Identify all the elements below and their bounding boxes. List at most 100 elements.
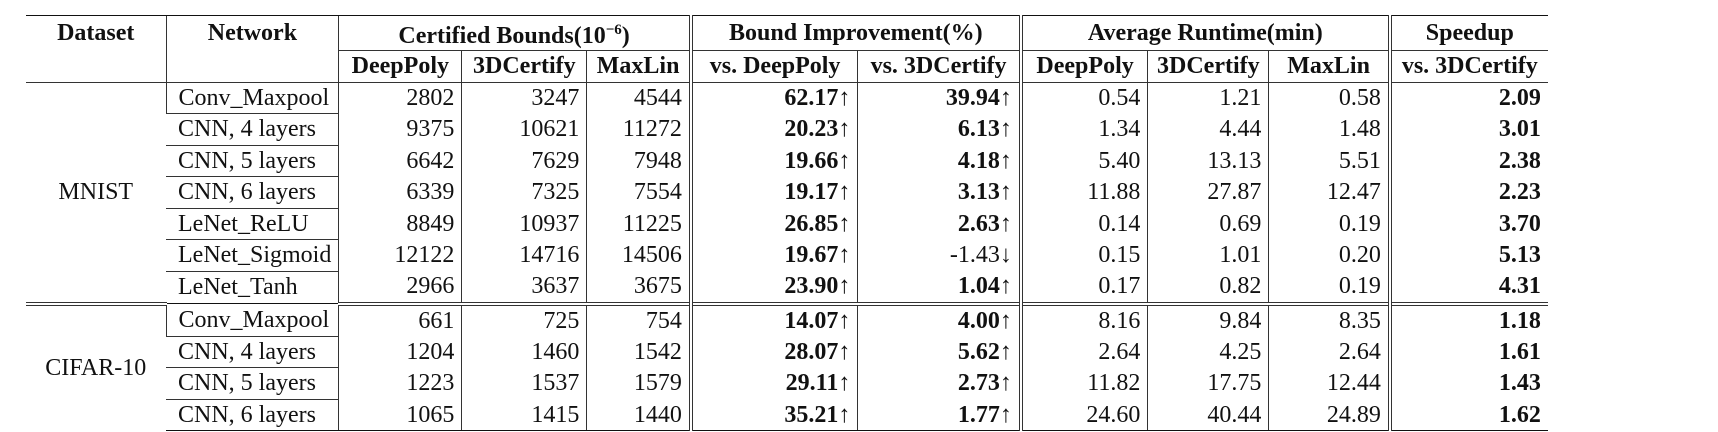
speedup-cell: 2.38 [1387,145,1548,177]
improvement-vs-3dcertify-cell-arrow: ↑ [999,85,1012,111]
improvement-vs-deeppoly-cell-value: 35.21 [784,401,839,428]
results-table-container: Dataset Network Certified Bounds(10−6) B… [26,15,1548,431]
speedup-cell: 1.43 [1387,367,1548,399]
certified-3dcertify-cell: 10621 [461,113,587,145]
runtime-deeppoly-cell: 0.17 [1018,271,1148,304]
certified-maxlin-cell: 1542 [586,336,691,368]
certified-3dcertify-cell: 725 [461,301,587,336]
network-name-cell: CNN, 5 layers [166,144,339,177]
improvement-vs-3dcertify-cell-value: 2.63 [957,210,1000,237]
runtime-maxlin-cell: 24.89 [1268,399,1390,431]
improvement-vs-deeppoly-cell-arrow: ↑ [838,85,851,111]
improvement-vs-3dcertify-cell-value: 3.13 [957,179,1000,206]
certified-3dcertify-cell: 3637 [461,271,587,304]
speedup-cell: 2.09 [1387,81,1548,114]
header-runtime-maxlin: MaxLin [1268,50,1390,83]
header-3dcertify: 3DCertify [461,50,587,83]
table-row: CNN, 6 layers 6339 7325 7554 19.17↑ 3.13↑ 11.8… [26,176,1548,208]
speedup-cell: 5.13 [1387,239,1548,271]
header-certified-bounds-close: ) [621,23,630,49]
improvement-vs-deeppoly-cell-value: 62.17 [784,85,839,111]
certified-3dcertify-cell: 1415 [461,399,587,431]
improvement-vs-deeppoly-cell-value: 19.17 [784,179,839,206]
improvement-vs-3dcertify-cell: 39.94↑ [857,81,1021,114]
header-maxlin: MaxLin [586,50,691,83]
runtime-maxlin-cell: 12.47 [1268,176,1390,208]
improvement-vs-deeppoly-cell-value: 20.23 [784,116,839,143]
improvement-vs-3dcertify-cell-value: 4.18 [957,147,1000,174]
runtime-deeppoly-cell: 11.82 [1018,367,1148,399]
network-name-cell: LeNet_Tanh [166,270,339,304]
speedup-cell: 1.62 [1387,399,1548,431]
runtime-maxlin-cell: 0.19 [1268,271,1390,304]
improvement-vs-deeppoly-cell-arrow: ↑ [838,307,851,334]
improvement-vs-3dcertify-cell: 2.63↑ [857,208,1021,240]
runtime-3dcertify-cell: 4.25 [1147,336,1269,368]
table-row: CNN, 6 layers 1065 1415 1440 35.21↑ 1.77↑ 24.6… [26,398,1548,431]
improvement-vs-3dcertify-cell-value: 1.04 [957,273,1000,300]
table-row: LeNet_ReLU 8849 10937 11225 26.85↑ 2.63↑ 0.14 0… [26,207,1548,240]
certified-maxlin-cell: 14506 [586,239,691,271]
certified-3dcertify-cell: 1460 [461,336,587,368]
table-row: CIFAR-10 Conv_Maxpool 661 725 754 14.07↑ 4.00↑… [26,301,1548,431]
improvement-vs-deeppoly-cell-arrow: ↑ [838,147,851,174]
improvement-vs-deeppoly-cell-value: 19.67 [784,242,839,269]
runtime-maxlin-cell: 0.58 [1268,81,1390,114]
speedup-cell: 1.61 [1387,336,1548,368]
table-row: LeNet_Sigmoid 12122 14716 14506 19.67↑ -1.43↓… [26,239,1548,271]
certified-maxlin-cell: 7948 [586,145,691,177]
runtime-deeppoly-cell: 24.60 [1018,399,1148,431]
improvement-vs-deeppoly-cell: 19.17↑ [688,176,858,208]
header-row-sub: DeepPoly 3DCertify MaxLin vs. DeepPoly v… [26,50,1548,83]
certified-deeppoly-cell: 661 [338,301,462,336]
runtime-3dcertify-cell: 17.75 [1147,367,1269,399]
certified-maxlin-cell: 3675 [586,271,691,304]
runtime-deeppoly-cell: 0.15 [1018,239,1148,271]
network-name-cell: CNN, 6 layers [166,176,339,208]
network-name-cell: CNN, 4 layers [166,113,339,145]
improvement-vs-deeppoly-cell: 62.17↑ [688,81,858,114]
improvement-vs-deeppoly-cell-value: 23.90 [784,273,839,300]
header-vs-deeppoly: vs. DeepPoly [688,50,858,83]
improvement-vs-3dcertify-cell-arrow: ↑ [999,210,1012,237]
improvement-vs-deeppoly-cell-arrow: ↑ [838,210,851,237]
runtime-deeppoly-cell: 1.34 [1018,113,1148,145]
runtime-maxlin-cell: 1.48 [1268,113,1390,145]
header-certified-bounds: Certified Bounds(10−6) [338,15,691,51]
runtime-3dcertify-cell: 0.82 [1147,271,1269,304]
header-average-runtime: Average Runtime(min) [1018,15,1390,51]
table-row: MNIST Conv_Maxpool 2802 3247 4544 62.17↑ 39.94… [26,81,1548,304]
results-table: Dataset Network Certified Bounds(10−6) B… [26,15,1548,431]
certified-maxlin-cell: 4544 [586,81,691,114]
network-name-cell: CNN, 5 layers [166,367,339,399]
improvement-vs-3dcertify-cell: 1.77↑ [857,399,1021,431]
certified-deeppoly-cell: 6642 [338,145,462,177]
improvement-vs-3dcertify-cell-arrow: ↑ [999,307,1012,334]
header-deeppoly: DeepPoly [338,50,462,83]
improvement-vs-deeppoly-cell-value: 14.07 [784,307,839,334]
speedup-cell: 1.18 [1387,301,1548,336]
improvement-vs-3dcertify-cell: 4.00↑ [857,301,1021,336]
improvement-vs-deeppoly-cell-arrow: ↑ [838,273,851,300]
header-speedup-vs-3dcertify: vs. 3DCertify [1387,50,1548,83]
header-runtime-deeppoly: DeepPoly [1018,50,1148,83]
runtime-3dcertify-cell: 9.84 [1147,301,1269,336]
network-name-cell: LeNet_ReLU [166,207,339,240]
network-name-cell: CNN, 6 layers [166,398,339,431]
header-bound-improvement: Bound Improvement(%) [688,15,1021,51]
improvement-vs-3dcertify-cell: 6.13↑ [857,113,1021,145]
runtime-maxlin-cell: 8.35 [1268,301,1390,336]
header-runtime-3dcertify: 3DCertify [1147,50,1269,83]
network-name-cell: Conv_Maxpool [165,303,339,336]
runtime-3dcertify-cell: 40.44 [1147,399,1269,431]
improvement-vs-deeppoly-cell-arrow: ↑ [838,116,851,143]
certified-maxlin-cell: 7554 [586,176,691,208]
improvement-vs-3dcertify-cell-value: 39.94 [945,85,1000,111]
runtime-3dcertify-cell: 0.69 [1147,208,1269,240]
certified-maxlin-cell: 1579 [586,367,691,399]
certified-deeppoly-cell: 2966 [338,271,462,304]
improvement-vs-3dcertify-cell: 2.73↑ [857,367,1021,399]
improvement-vs-deeppoly-cell-arrow: ↑ [838,242,851,269]
network-name-cell: LeNet_Sigmoid [166,239,339,271]
header-row-main: Dataset Network Certified Bounds(10−6) B… [26,15,1548,51]
